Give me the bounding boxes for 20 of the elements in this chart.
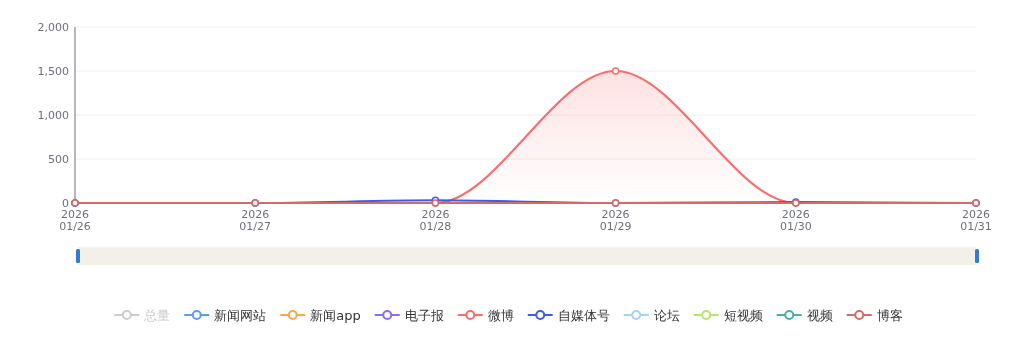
- x-tick-label: 2026 01/30: [779, 208, 812, 233]
- legend-label: 电子报: [404, 308, 444, 323]
- y-tick-label: 1,500: [37, 65, 69, 78]
- legend-label: 博客: [876, 308, 903, 323]
- x-tick-label: 2026 01/27: [239, 208, 272, 233]
- y-tick-label: 500: [48, 153, 69, 166]
- y-tick-label: 2,000: [37, 21, 69, 34]
- legend-label: 自媒体号: [557, 308, 610, 323]
- y-tick-label: 0: [62, 197, 69, 210]
- legend-label: 微博: [487, 308, 514, 323]
- x-tick-label: 2026 01/26: [59, 208, 91, 233]
- legend-label: 视频: [806, 308, 833, 323]
- x-tick-label: 2026 01/28: [419, 208, 452, 233]
- legend-label: 新闻网站: [214, 308, 267, 323]
- legend-label: 论坛: [653, 308, 680, 323]
- x-tick-label: 2026 01/31: [960, 208, 992, 233]
- x-tick-label: 2026 01/29: [599, 208, 632, 233]
- legend-label: 短视频: [723, 308, 763, 323]
- legend-label: 新闻app: [310, 308, 361, 323]
- y-tick-label: 1,000: [37, 109, 69, 122]
